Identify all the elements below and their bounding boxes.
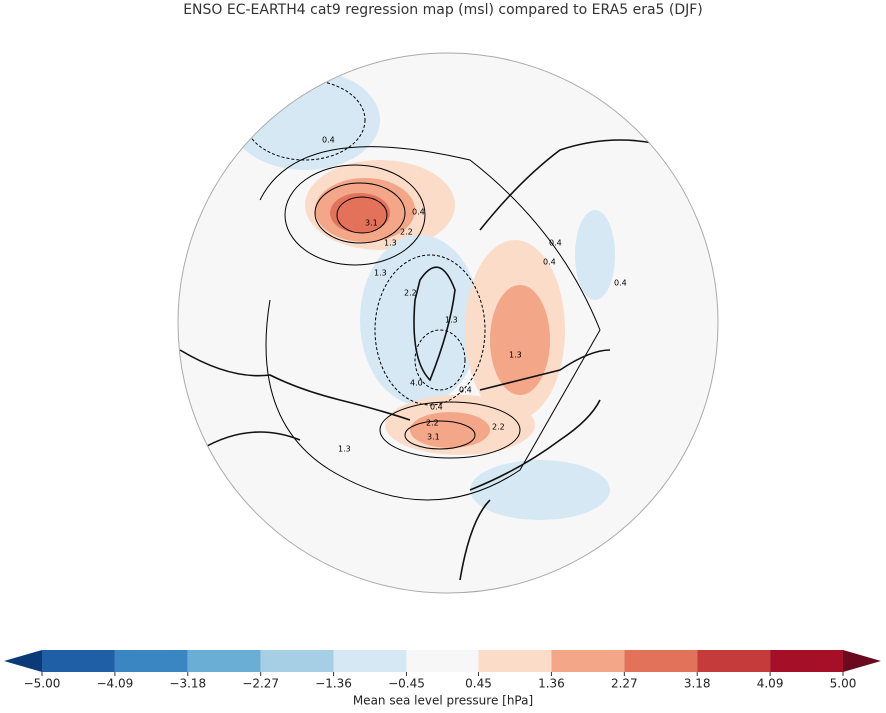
contour-label: 2.2 (426, 419, 439, 428)
colorbar-tick-label: −4.09 (97, 677, 134, 691)
colorbar-bin (551, 650, 625, 672)
colorbar-bin (478, 650, 552, 672)
colorbar-bin (624, 650, 698, 672)
map-border (177, 52, 719, 594)
contour-label: 0.4 (412, 208, 425, 217)
colorbar-tick-label: 0.45 (465, 677, 492, 691)
contour-label: 2.2 (492, 423, 505, 432)
contour-label: 3.1 (365, 219, 378, 228)
colorbar-bin (333, 650, 407, 672)
contour-label: 0.4 (543, 258, 556, 267)
contour-label: 2.2 (400, 228, 413, 237)
contour-label: 0.4 (322, 136, 335, 145)
coastlines (179, 139, 718, 581)
contour-label: 0.4 (459, 386, 472, 395)
contour-label: 1.3 (338, 445, 351, 454)
colorbar-tick-label: 5.00 (830, 677, 857, 691)
contour-label: 4.0 (410, 379, 423, 388)
colorbar-tick-label: 4.09 (757, 677, 784, 691)
colorbar-tick-label: −0.45 (388, 677, 425, 691)
map (178, 53, 718, 593)
colorbar-extend-under (4, 650, 42, 672)
contour-label: 0.4 (430, 403, 443, 412)
negative-anomaly (575, 210, 615, 300)
contour-label: 0.4 (549, 239, 562, 248)
title: ENSO EC-EARTH4 cat9 regression map (msl)… (183, 2, 703, 18)
colorbar-bin (114, 650, 188, 672)
colorbar-tick-label: −2.27 (242, 677, 279, 691)
negative-anomaly (230, 70, 380, 170)
contour-label: 1.3 (509, 351, 522, 360)
positive-anomaly (410, 412, 490, 448)
contour-label: 1.3 (384, 239, 397, 248)
contour-label: 0.4 (614, 279, 627, 288)
colorbar-bin (406, 650, 479, 672)
colorbar-bin (187, 650, 261, 672)
contour-label: 1.3 (445, 316, 458, 325)
contour-label: 2.2 (404, 289, 417, 298)
colorbar: −5.00 −4.09 −3.18 −2.27 −1.36 −0.45 0.45 1.36 2.… (4, 650, 881, 691)
colorbar-tick-label: 2.27 (611, 677, 638, 691)
colorbar-tick-label: −3.18 (169, 677, 206, 691)
contour-labels: 0.4 3.1 0.4 1.3 2.2 1.3 2.2 0.4 0.4 0.4 … (322, 136, 627, 454)
colorbar-tick-label: 3.18 (684, 677, 711, 691)
colorbar-bin (42, 650, 115, 672)
colorbar-label: Mean sea level pressure [hPa] (353, 694, 533, 708)
colorbar-bin (260, 650, 334, 672)
contour-label: 3.1 (427, 433, 440, 442)
colorbar-tick-label: −1.36 (315, 677, 352, 691)
positive-anomaly (490, 285, 550, 395)
colorbar-tick-label: −5.00 (24, 677, 61, 691)
negative-anomaly (470, 460, 610, 520)
positive-anomaly (330, 193, 390, 233)
contour-label: 1.3 (374, 269, 387, 278)
colorbar-tick-label: 1.36 (538, 677, 565, 691)
colorbar-bin (770, 650, 843, 672)
colorbar-bin (697, 650, 771, 672)
colorbar-extend-over (843, 650, 881, 672)
